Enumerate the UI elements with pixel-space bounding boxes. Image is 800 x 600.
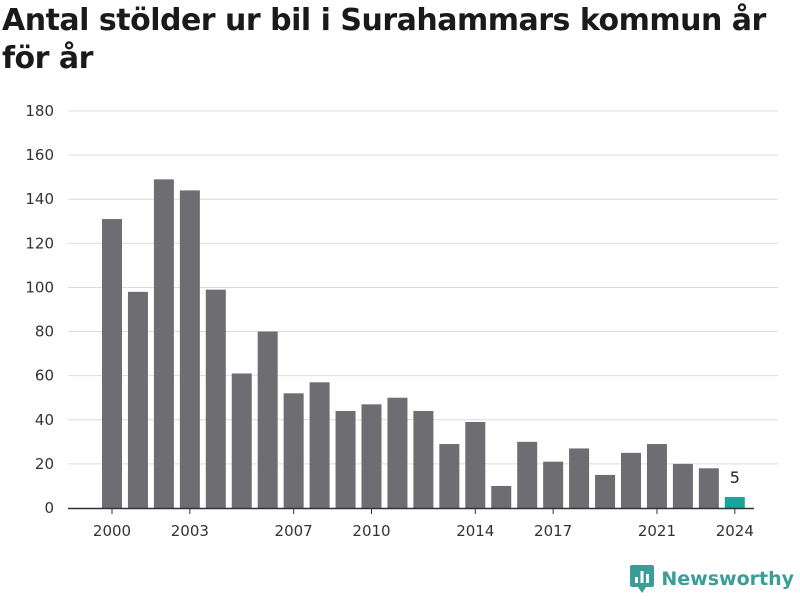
y-tick-label: 0 (44, 499, 54, 517)
y-tick-label: 20 (35, 455, 54, 473)
bar-2021 (646, 444, 667, 508)
bar-2010 (361, 404, 382, 508)
bar-2009 (335, 410, 356, 508)
y-tick-label: 80 (35, 323, 54, 341)
y-tick-label: 120 (25, 234, 54, 252)
bar-2013 (439, 444, 460, 508)
y-tick-label: 160 (25, 146, 54, 164)
y-tick-label: 180 (25, 102, 54, 120)
data-labels: 5 (730, 468, 740, 487)
y-tick-label: 140 (25, 190, 54, 208)
bar-2018 (569, 448, 590, 508)
bar-2000 (102, 219, 122, 509)
bar-2012 (413, 410, 434, 508)
y-tick-label: 60 (35, 367, 54, 385)
bar-2022 (672, 463, 693, 508)
bar-2017 (543, 461, 564, 508)
y-tick-label: 100 (25, 278, 54, 296)
brand-name: Newsworthy (661, 568, 794, 590)
bar-2016 (517, 441, 538, 508)
x-tick-label: 2014 (456, 522, 494, 540)
x-tick-label: 2000 (93, 522, 131, 540)
bar-2023 (698, 468, 719, 508)
y-tick-label: 40 (35, 411, 54, 429)
x-axis: 2000 2003 2007 2010 2014 2017 2021 2024 (68, 507, 754, 540)
bar-2019 (595, 474, 616, 508)
brand-logo: Newsworthy (629, 564, 794, 594)
bar-2001 (127, 291, 148, 508)
bar-2008 (309, 382, 330, 508)
bar-2014 (465, 421, 486, 508)
bar-chart-logo-icon (630, 565, 655, 593)
chart-title: Antal stölder ur bil i Surahammars kommu… (2, 3, 766, 76)
bar-2007 (283, 393, 304, 508)
bar-2005 (231, 373, 252, 508)
x-tick-label: 2017 (534, 522, 572, 540)
x-tick-label: 2024 (716, 522, 754, 540)
x-tick-label: 2007 (275, 522, 313, 540)
bar-2011 (387, 397, 408, 508)
bar-2003 (179, 190, 200, 508)
y-axis-tick-labels: 0 20 40 60 80 100 120 140 160 180 (25, 102, 54, 517)
bars (102, 179, 745, 509)
bar-2015 (491, 485, 512, 508)
x-tick-label: 2021 (638, 522, 676, 540)
bar-2002 (153, 179, 174, 508)
bar-2020 (621, 452, 641, 508)
bar-2006 (257, 331, 278, 508)
x-tick-label: 2010 (352, 522, 390, 540)
bar-2004 (205, 289, 226, 508)
data-label-2024: 5 (730, 468, 740, 487)
bar-2024 (724, 496, 745, 508)
x-tick-label: 2003 (171, 522, 209, 540)
